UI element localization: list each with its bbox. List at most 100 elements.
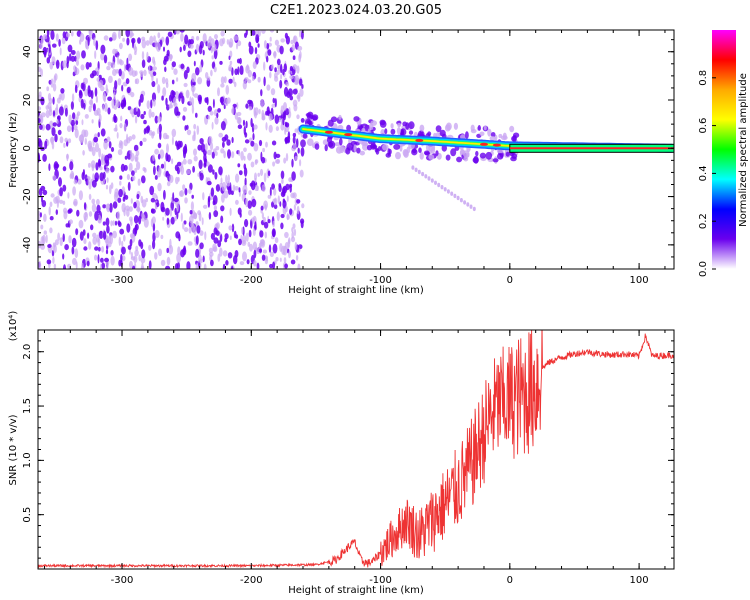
noise-blob (63, 207, 68, 214)
noise-blob (154, 230, 160, 238)
noise-blob (70, 55, 76, 62)
hot-spot (415, 138, 424, 142)
noise-blob (108, 141, 112, 149)
noise-blob (274, 98, 277, 108)
noise-blob (134, 51, 137, 56)
noise-blob (45, 123, 51, 131)
noise-blob (211, 151, 215, 159)
noise-blob (108, 234, 112, 244)
noise-blob (118, 142, 122, 149)
noise-blob (244, 132, 248, 138)
noise-blob (40, 224, 44, 230)
noise-blob (130, 218, 133, 226)
noise-blob (91, 119, 94, 124)
noise-blob (80, 98, 84, 109)
noise-blob (165, 97, 168, 106)
noise-blob (283, 86, 289, 97)
snr-x-ticks: -300 -200 -100 0 100 (43, 330, 666, 586)
noise-blob (183, 70, 188, 80)
noise-blob (202, 49, 205, 56)
noise-blob (55, 209, 58, 216)
noise-blob (296, 199, 301, 204)
noise-blob (82, 150, 85, 156)
noise-blob (195, 67, 200, 76)
noise-blob (55, 195, 60, 204)
noise-blob (169, 208, 173, 217)
noise-blob (146, 51, 149, 61)
noise-blob (78, 219, 84, 229)
noise-blob (288, 177, 293, 183)
noise-blob (292, 192, 297, 199)
noise-blob (82, 229, 86, 236)
noise-blob (236, 116, 241, 124)
band-blob (311, 114, 319, 121)
noise-blob (262, 249, 267, 254)
y-tick-label: 2.0 (22, 344, 33, 360)
noise-blob (132, 265, 135, 269)
noise-blob (215, 222, 220, 230)
noise-blob (208, 247, 214, 254)
noise-blob (52, 256, 55, 264)
noise-blob (86, 260, 90, 267)
noise-blob (126, 57, 129, 67)
noise-blob (212, 98, 215, 109)
noise-blob (239, 65, 244, 75)
noise-blob (143, 218, 149, 228)
noise-blob (114, 80, 118, 90)
noise-blob (214, 116, 219, 125)
noise-blob (107, 107, 111, 115)
noise-blob (108, 75, 113, 84)
noise-blob (243, 155, 246, 161)
noise-blob (118, 68, 122, 77)
noise-blob (102, 230, 107, 240)
noise-blob (69, 161, 74, 171)
noise-blob (272, 97, 276, 104)
noise-blob (181, 161, 184, 169)
noise-blob (258, 139, 263, 147)
noise-blob (223, 104, 226, 110)
noise-blob (186, 169, 191, 175)
noise-blob (129, 238, 133, 247)
noise-blob (219, 182, 224, 188)
noise-blob (285, 205, 288, 213)
noise-blob (271, 140, 277, 146)
noise-blob (79, 32, 85, 43)
noise-blob (213, 205, 217, 211)
noise-blob (199, 230, 204, 236)
noise-blob (269, 263, 273, 269)
noise-blob (162, 216, 165, 221)
noise-blob (85, 61, 90, 70)
noise-blob (250, 161, 255, 168)
noise-blob (173, 197, 179, 203)
noise-blob (45, 109, 50, 119)
noise-blob (62, 253, 65, 260)
noise-blob (97, 158, 101, 167)
noise-blob (228, 38, 234, 48)
noise-blob (145, 126, 150, 134)
noise-blob (210, 187, 215, 197)
noise-blob (110, 147, 115, 152)
noise-blob (244, 139, 250, 144)
noise-blob (301, 84, 304, 89)
noise-blob (184, 34, 189, 45)
noise-blob (152, 239, 156, 250)
noise-blob (76, 111, 81, 117)
band-blob (435, 150, 439, 156)
snr-scale-label: (x10⁴) (8, 311, 19, 342)
y-tick-label: 0.5 (22, 507, 33, 523)
noise-blob (199, 258, 203, 264)
band-blob (479, 152, 486, 159)
band-blob (435, 125, 442, 133)
noise-blob (101, 246, 105, 253)
noise-blob (44, 140, 48, 150)
noise-blob (237, 207, 242, 215)
noise-blob (260, 99, 264, 108)
noise-blob (59, 136, 64, 144)
noise-blob (246, 259, 250, 265)
snr-marks (38, 330, 674, 569)
noise-blob (179, 165, 182, 172)
band-blob (479, 131, 485, 137)
band-blob (402, 121, 408, 127)
noise-blob (153, 60, 156, 67)
noise-blob (196, 225, 201, 234)
